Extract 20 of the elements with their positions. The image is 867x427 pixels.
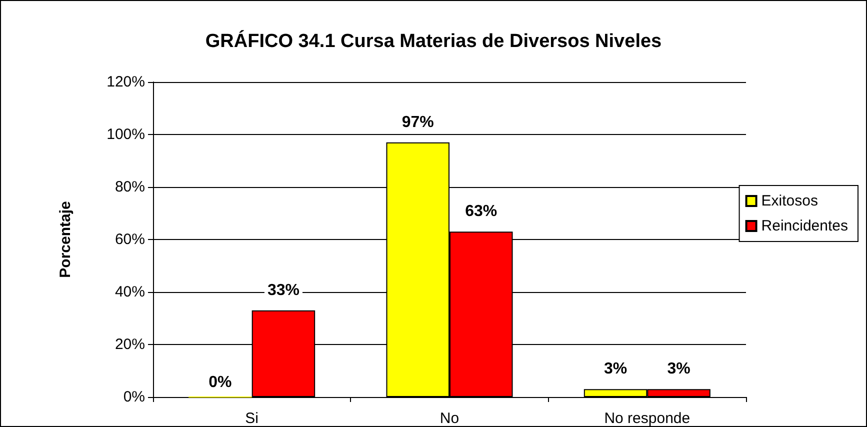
x-tick-label: Si bbox=[245, 410, 259, 427]
y-tick-label: 0% bbox=[123, 388, 145, 406]
data-label: 3% bbox=[604, 360, 628, 378]
y-tick-label: 40% bbox=[114, 284, 145, 300]
y-tick-label: 100% bbox=[106, 126, 145, 143]
data-label: 0% bbox=[208, 374, 232, 391]
data-label: 97% bbox=[402, 114, 434, 131]
y-tick-label: 60% bbox=[114, 231, 145, 248]
x-tick-label: No responde bbox=[604, 410, 690, 427]
y-tick-label: 80% bbox=[114, 178, 145, 196]
legend-label: Reincidentes bbox=[761, 218, 848, 234]
data-label: 3% bbox=[667, 360, 690, 378]
y-axis-title: Porcentaje bbox=[57, 201, 74, 278]
x-tick-label: No bbox=[440, 410, 460, 427]
data-label: 33% bbox=[267, 282, 300, 299]
y-tick-label: 20% bbox=[114, 336, 145, 353]
y-tick-label: 120% bbox=[106, 74, 145, 90]
chart-title: GRÁFICO 34.1 Cursa Materias de Diversos Niveles bbox=[205, 30, 662, 52]
data-label: 63% bbox=[465, 203, 498, 220]
legend-label: Exitosos bbox=[761, 192, 818, 210]
